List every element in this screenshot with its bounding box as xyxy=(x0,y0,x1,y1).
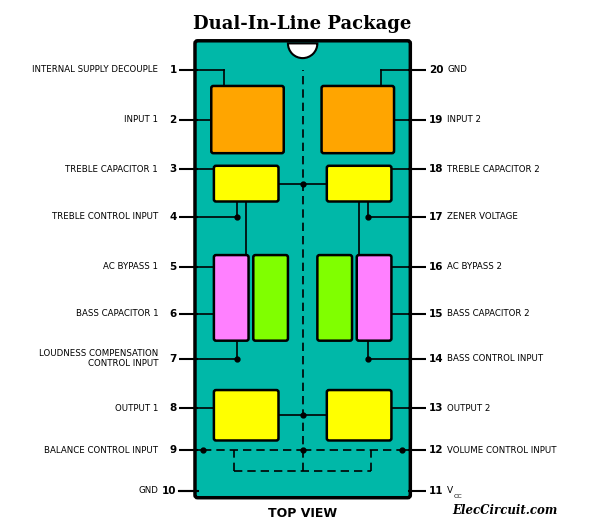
Text: 10: 10 xyxy=(162,486,176,496)
Text: TREBLE: TREBLE xyxy=(330,278,339,318)
Text: BASS: BASS xyxy=(370,284,379,312)
FancyBboxPatch shape xyxy=(211,86,284,153)
Text: OUTPUT 2: OUTPUT 2 xyxy=(447,404,490,413)
Text: BASS CONTROL INPUT: BASS CONTROL INPUT xyxy=(447,354,543,363)
Text: 7: 7 xyxy=(169,354,176,364)
FancyBboxPatch shape xyxy=(253,255,288,341)
Text: OUTPUT 1: OUTPUT 1 xyxy=(115,404,158,413)
Text: 18: 18 xyxy=(429,164,443,174)
Text: TREBLE CAPACITOR 2: TREBLE CAPACITOR 2 xyxy=(447,165,540,174)
FancyBboxPatch shape xyxy=(327,390,391,440)
Text: 2: 2 xyxy=(169,115,176,125)
Text: TOP VIEW: TOP VIEW xyxy=(268,507,337,520)
FancyBboxPatch shape xyxy=(214,255,248,341)
Text: BALANCE CONTROL INPUT: BALANCE CONTROL INPUT xyxy=(44,446,158,455)
Text: 9: 9 xyxy=(169,446,176,456)
Text: Dual-In-Line Package: Dual-In-Line Package xyxy=(193,14,412,33)
Text: 16: 16 xyxy=(429,262,443,271)
Text: INTERNAL
VOLTAGE
SUPPLY: INTERNAL VOLTAGE SUPPLY xyxy=(221,105,274,135)
Text: 1: 1 xyxy=(169,64,176,74)
Text: INPUT 2: INPUT 2 xyxy=(447,115,481,124)
Text: BASS CAPACITOR 2: BASS CAPACITOR 2 xyxy=(447,309,530,318)
Text: ZENER
REGULATED
VOLTAGE: ZENER REGULATED VOLTAGE xyxy=(326,105,389,135)
Text: 17: 17 xyxy=(429,212,443,222)
FancyBboxPatch shape xyxy=(357,255,391,341)
Text: AC BYPASS 2: AC BYPASS 2 xyxy=(447,262,502,271)
Text: BASS: BASS xyxy=(227,284,236,312)
FancyBboxPatch shape xyxy=(214,390,278,440)
Text: 15: 15 xyxy=(429,309,443,319)
Text: 13: 13 xyxy=(429,403,443,413)
Text: ElecCircuit.com: ElecCircuit.com xyxy=(452,504,557,517)
Text: VOLUME/
BALANCE: VOLUME/ BALANCE xyxy=(334,406,384,425)
Text: INTERNAL SUPPLY DECOUPLE: INTERNAL SUPPLY DECOUPLE xyxy=(32,65,158,74)
Wedge shape xyxy=(288,43,317,58)
Text: TREBLE: TREBLE xyxy=(266,278,275,318)
Text: VOLUME CONTROL INPUT: VOLUME CONTROL INPUT xyxy=(447,446,557,455)
Text: CC: CC xyxy=(454,494,463,498)
Text: 19: 19 xyxy=(429,115,443,125)
Text: 14: 14 xyxy=(429,354,443,364)
Text: 6: 6 xyxy=(169,309,176,319)
Text: 12: 12 xyxy=(429,446,443,456)
Text: TREBLE CAPACITOR 1: TREBLE CAPACITOR 1 xyxy=(65,165,158,174)
Text: 20: 20 xyxy=(429,64,443,74)
Text: V: V xyxy=(447,486,453,495)
Text: 3: 3 xyxy=(169,164,176,174)
Text: ZENER VOLTAGE: ZENER VOLTAGE xyxy=(447,212,518,221)
Text: GND: GND xyxy=(139,486,158,495)
Text: VOLUME: VOLUME xyxy=(224,179,269,188)
Text: 4: 4 xyxy=(169,212,176,222)
Text: 11: 11 xyxy=(429,486,443,496)
Text: VOLUME: VOLUME xyxy=(337,179,382,188)
FancyBboxPatch shape xyxy=(322,86,394,153)
Text: INPUT 1: INPUT 1 xyxy=(124,115,158,124)
FancyBboxPatch shape xyxy=(195,41,410,498)
Text: TREBLE CONTROL INPUT: TREBLE CONTROL INPUT xyxy=(52,212,158,221)
Text: 5: 5 xyxy=(169,262,176,271)
FancyBboxPatch shape xyxy=(317,255,352,341)
Text: GND: GND xyxy=(447,65,467,74)
Text: AC BYPASS 1: AC BYPASS 1 xyxy=(103,262,158,271)
Text: 8: 8 xyxy=(169,403,176,413)
Text: BASS CAPACITOR 1: BASS CAPACITOR 1 xyxy=(76,309,158,318)
Text: LOUDNESS COMPENSATION
CONTROL INPUT: LOUDNESS COMPENSATION CONTROL INPUT xyxy=(39,349,158,368)
Text: VOLUME/
BALANCE: VOLUME/ BALANCE xyxy=(221,406,271,425)
FancyBboxPatch shape xyxy=(214,166,278,202)
FancyBboxPatch shape xyxy=(327,166,391,202)
